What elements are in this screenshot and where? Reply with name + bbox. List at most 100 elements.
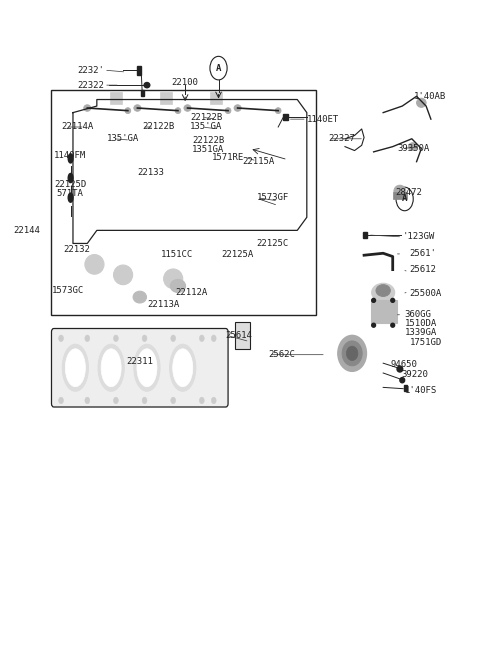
Ellipse shape [164, 269, 183, 288]
Ellipse shape [234, 104, 241, 111]
Text: 22133: 22133 [137, 168, 164, 177]
Ellipse shape [85, 335, 90, 342]
Text: 22122B: 22122B [190, 113, 222, 122]
Text: 25612: 25612 [409, 265, 436, 274]
Ellipse shape [59, 397, 63, 404]
Text: 25614: 25614 [226, 330, 252, 340]
Text: 22112A: 22112A [176, 288, 208, 297]
Text: 22322: 22322 [77, 81, 104, 89]
Ellipse shape [225, 108, 231, 114]
FancyBboxPatch shape [51, 328, 228, 407]
Ellipse shape [114, 397, 118, 404]
Ellipse shape [134, 104, 141, 111]
Ellipse shape [68, 193, 73, 202]
Ellipse shape [211, 397, 216, 404]
Text: 1140FM: 1140FM [54, 150, 86, 160]
Bar [137, 66, 141, 75]
Ellipse shape [372, 323, 375, 327]
Ellipse shape [173, 349, 193, 387]
Ellipse shape [211, 335, 216, 342]
Text: 22132: 22132 [63, 246, 90, 254]
Ellipse shape [85, 397, 90, 404]
Text: 1573GF: 1573GF [257, 193, 289, 202]
Ellipse shape [276, 108, 281, 114]
Bar [393, 193, 407, 199]
Text: 22114A: 22114A [61, 122, 93, 131]
Text: 1339GA: 1339GA [405, 328, 437, 337]
Text: 28472: 28472 [395, 188, 422, 197]
Text: 22125C: 22125C [257, 239, 289, 248]
Text: 22125D: 22125D [54, 180, 86, 189]
Ellipse shape [347, 346, 358, 361]
Bar [160, 93, 172, 104]
Bar [235, 322, 250, 350]
Text: 571TA: 571TA [56, 189, 83, 198]
Bar [363, 232, 367, 238]
Text: 135'GA: 135'GA [190, 122, 222, 131]
Ellipse shape [394, 185, 406, 197]
Text: 22122B: 22122B [192, 136, 225, 145]
Bar [371, 300, 397, 323]
Ellipse shape [372, 298, 375, 302]
Text: 22144: 22144 [13, 226, 40, 235]
Ellipse shape [391, 298, 395, 302]
Ellipse shape [338, 335, 366, 371]
Ellipse shape [170, 279, 186, 292]
Text: A: A [216, 64, 221, 73]
Text: 94650: 94650 [390, 360, 417, 369]
Ellipse shape [133, 291, 146, 303]
Ellipse shape [171, 397, 176, 404]
Ellipse shape [342, 341, 362, 366]
Text: 135'GA: 135'GA [107, 134, 139, 143]
Text: 39220: 39220 [401, 370, 428, 379]
Bar [404, 386, 407, 392]
Text: 22327: 22327 [328, 134, 355, 143]
Ellipse shape [59, 335, 63, 342]
Ellipse shape [68, 173, 73, 183]
Ellipse shape [85, 254, 104, 274]
Text: 1351GA: 1351GA [192, 145, 225, 154]
Text: 360GG: 360GG [405, 310, 432, 319]
Ellipse shape [134, 344, 160, 392]
Ellipse shape [142, 335, 147, 342]
Ellipse shape [408, 143, 417, 150]
Ellipse shape [199, 397, 204, 404]
Ellipse shape [144, 83, 150, 88]
Text: 1510DA: 1510DA [405, 319, 437, 328]
Ellipse shape [417, 98, 426, 107]
Text: 22100: 22100 [172, 78, 199, 87]
Ellipse shape [65, 349, 85, 387]
Ellipse shape [62, 344, 88, 392]
Ellipse shape [169, 344, 196, 392]
Text: '123GW: '123GW [402, 233, 434, 241]
Ellipse shape [400, 378, 405, 383]
Text: 39350A: 39350A [397, 144, 430, 153]
Ellipse shape [397, 366, 403, 372]
Ellipse shape [68, 154, 73, 163]
Ellipse shape [101, 349, 121, 387]
Ellipse shape [184, 104, 191, 111]
Ellipse shape [84, 104, 91, 111]
Ellipse shape [114, 265, 132, 284]
Text: 22125A: 22125A [221, 250, 253, 259]
Text: 22122B: 22122B [142, 122, 174, 131]
Text: 2562C: 2562C [269, 350, 296, 359]
Text: 2561': 2561' [409, 250, 436, 258]
Text: 1'40AB: 1'40AB [414, 92, 446, 101]
Ellipse shape [98, 344, 124, 392]
Ellipse shape [125, 108, 131, 114]
Text: 1573GC: 1573GC [51, 286, 84, 295]
Text: 1151CC: 1151CC [161, 250, 193, 259]
Ellipse shape [376, 284, 390, 296]
Text: 25500A: 25500A [409, 289, 442, 298]
Bar [141, 91, 144, 96]
Bar [210, 93, 222, 104]
Text: 2232': 2232' [77, 66, 104, 75]
Bar [283, 114, 288, 120]
Bar [51, 90, 316, 315]
Ellipse shape [199, 335, 204, 342]
Ellipse shape [175, 108, 181, 114]
Ellipse shape [137, 349, 157, 387]
Text: 22115A: 22115A [242, 156, 275, 166]
Text: 1'40FS: 1'40FS [405, 386, 437, 395]
